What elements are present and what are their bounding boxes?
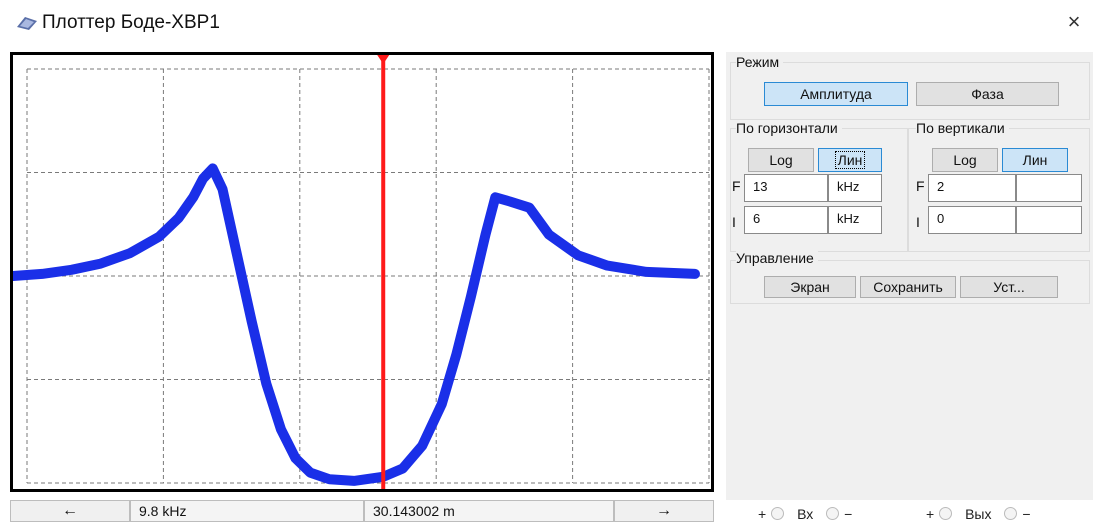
horizontal-final-input[interactable]: 13 xyxy=(744,174,828,202)
bode-plotter-icon xyxy=(17,17,37,30)
screen-button[interactable]: Экран xyxy=(764,276,856,298)
horizontal-final-unit[interactable]: kHz xyxy=(828,174,882,202)
horizontal-group-title: По горизонтали xyxy=(736,120,842,136)
mode-group xyxy=(730,62,1090,120)
horizontal-f-label: F xyxy=(732,178,741,194)
input-plus-terminal[interactable] xyxy=(771,507,785,520)
control-group-title: Управление xyxy=(736,250,818,266)
close-icon: × xyxy=(1067,9,1081,34)
control-group xyxy=(730,260,1090,304)
output-terminals: + Вых − xyxy=(926,506,1031,522)
vertical-i-label: I xyxy=(916,214,920,230)
vertical-final-unit[interactable] xyxy=(1016,174,1082,202)
horizontal-lin-button[interactable]: Лин xyxy=(818,148,882,172)
horizontal-lin-label: Лин xyxy=(834,151,866,169)
amplitude-curve xyxy=(13,163,700,486)
output-label: Вых xyxy=(965,506,992,522)
cursor-right-button[interactable]: → xyxy=(614,500,714,522)
control-panel: Режим Амплитуда Фаза По горизонтали Log … xyxy=(726,52,1093,500)
output-plus-terminal[interactable] xyxy=(939,507,953,520)
mode-group-title: Режим xyxy=(736,54,784,70)
window-title: Плоттер Боде-XBP1 xyxy=(42,12,220,33)
input-minus-terminal[interactable] xyxy=(826,507,840,520)
horizontal-initial-input[interactable]: 6 xyxy=(744,206,828,234)
left-arrow-icon: ← xyxy=(62,502,78,519)
measurement-cursor[interactable] xyxy=(377,55,390,489)
bode-plot[interactable] xyxy=(10,52,714,492)
cursor-handle[interactable] xyxy=(377,55,390,64)
cursor-value-readout: 30.143002 m xyxy=(364,500,614,522)
title-bar: Плоттер Боде-XBP1 × xyxy=(0,0,1093,44)
plot-canvas xyxy=(13,55,710,489)
vertical-initial-input[interactable]: 0 xyxy=(928,206,1016,234)
right-arrow-icon: → xyxy=(656,502,672,519)
horizontal-i-label: I xyxy=(732,214,736,230)
input-minus-label: − xyxy=(844,506,853,522)
output-minus-terminal[interactable] xyxy=(1004,507,1018,520)
cursor-left-button[interactable]: ← xyxy=(10,500,130,522)
vertical-lin-button[interactable]: Лин xyxy=(1002,148,1068,172)
input-terminals: + Вх − xyxy=(758,506,852,522)
cursor-frequency-readout: 9.8 kHz xyxy=(130,500,364,522)
horizontal-initial-unit[interactable]: kHz xyxy=(828,206,882,234)
vertical-log-button[interactable]: Log xyxy=(932,148,998,172)
output-plus-label: + xyxy=(926,506,935,522)
phase-button[interactable]: Фаза xyxy=(916,82,1059,106)
vertical-f-label: F xyxy=(916,178,925,194)
input-label: Вх xyxy=(797,506,814,522)
vertical-group-title: По вертикали xyxy=(916,120,1009,136)
save-button[interactable]: Сохранить xyxy=(860,276,956,298)
input-plus-label: + xyxy=(758,506,767,522)
amplitude-button[interactable]: Амплитуда xyxy=(764,82,908,106)
horizontal-log-button[interactable]: Log xyxy=(748,148,814,172)
close-button[interactable]: × xyxy=(1059,7,1089,37)
vertical-final-input[interactable]: 2 xyxy=(928,174,1016,202)
output-minus-label: − xyxy=(1022,506,1031,522)
vertical-initial-unit[interactable] xyxy=(1016,206,1082,234)
settings-button[interactable]: Уст... xyxy=(960,276,1058,298)
